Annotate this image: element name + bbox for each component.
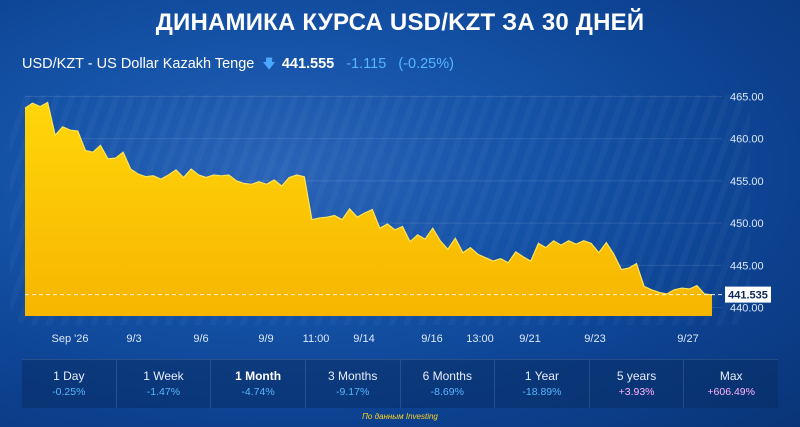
x-tick-label: 9/9 [258,333,273,345]
arrow-down-icon: 🡇 [262,56,276,71]
y-tick-label: 455.00 [730,176,764,188]
pair-name: USD/KZT - US Dollar Kazakh Tenge [22,56,255,72]
period-change: -9.17% [336,386,370,398]
period-label: Max [719,369,743,383]
period-tab-1-week[interactable]: 1 Week -1.47% [117,360,212,408]
period-change: -8.69% [430,386,464,398]
period-tab-5-years[interactable]: 5 years +3.93% [590,360,685,408]
period-label: 1 Week [143,369,184,383]
period-change: +606.49% [707,386,755,398]
period-label: 1 Month [235,369,282,383]
period-tab-1-year[interactable]: 1 Year -18.89% [495,360,590,408]
x-tick-label: 9/14 [353,333,374,345]
current-price: 441.555 [281,56,335,72]
period-tab-1-month[interactable]: 1 Month -4.74% [211,360,306,408]
x-tick-label: 9/21 [519,333,540,345]
x-tick-label: 9/23 [584,333,605,345]
x-axis-ticks: Sep '26 9/3 9/6 9/9 11:00 9/14 9/16 13:00 9/21 9/… [52,333,699,345]
period-label: 1 Year [524,369,559,383]
period-change: -0.25% [52,386,86,398]
period-label: 6 Months [422,369,472,383]
period-tab-6-months[interactable]: 6 Months -8.69% [401,360,496,408]
y-tick-label: 460.00 [730,134,764,146]
period-selector: 1 Day -0.25% 1 Week -1.47% 1 Month -4.74% 3 Mo… [22,359,778,408]
source-note: По данным Investing [362,412,438,421]
x-tick-label: Sep '26 [52,333,89,345]
area-fill [25,102,712,317]
period-change: -1.47% [146,386,181,398]
y-axis-ticks: 465.00 460.00 455.00 450.00 445.00 440.00 [730,91,764,314]
x-tick-label: 9/6 [193,333,208,345]
last-value-marker: 441.535 [25,286,771,303]
x-tick-label: 9/16 [421,333,442,345]
chart-area-series [24,101,713,317]
x-tick-label: 9/27 [677,333,698,345]
quote-header: USD/KZT - US Dollar Kazakh Tenge 🡇 441.5… [22,55,454,77]
y-tick-label: 450.00 [730,218,764,230]
period-change: -18.89% [522,386,562,398]
period-change: -4.74% [241,386,275,398]
price-change: -1.115 [346,56,387,72]
period-tab-3-months[interactable]: 3 Months -9.17% [306,360,401,408]
x-tick-label: 9/3 [126,333,141,345]
period-change: +3.93% [618,386,655,398]
y-tick-label: 465.00 [730,91,764,103]
period-label: 1 Day [53,369,85,383]
last-value-badge [725,286,771,303]
period-label: 5 years [616,369,657,383]
y-tick-label: 445.00 [730,260,764,272]
x-tick-label: 13:00 [466,333,494,345]
x-tick-label: 11:00 [303,333,330,345]
last-value-label: 441.535 [728,290,768,302]
period-tab-1-day[interactable]: 1 Day -0.25% [22,360,117,408]
period-label: 3 Months [328,369,378,383]
y-tick-label: 440.00 [730,303,764,315]
page-title: ДИНАМИКА КУРСА USD/KZT ЗА 30 ДНЕЙ [155,9,645,36]
series-line [24,101,713,296]
price-change-percent: (-0.25%) [398,56,454,72]
period-tab-max[interactable]: Max +606.49% [684,360,778,408]
